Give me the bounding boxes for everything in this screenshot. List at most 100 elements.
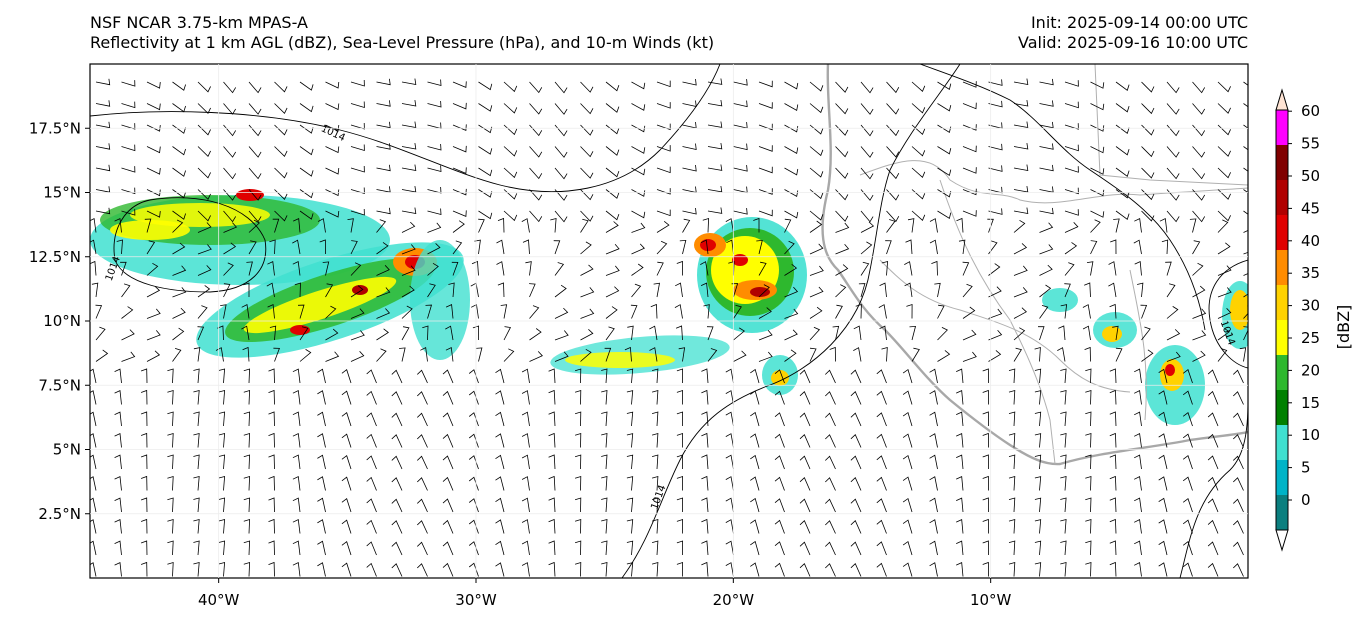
wind-barb [631,283,642,298]
wind-barb [962,261,970,276]
wind-barb [243,475,251,491]
wind-barb [1217,308,1232,319]
wind-barb [850,498,862,513]
wind-barb [651,497,659,513]
wind-barb [1013,347,1023,362]
wind-barb [809,81,824,92]
wind-barb [1166,306,1179,319]
wind-barb [292,518,301,534]
wind-barb [911,210,926,221]
wind-barb [1207,412,1219,427]
wind-barb [350,351,365,362]
wind-barb [268,540,275,556]
wind-barb [929,368,938,384]
wind-barb [495,433,505,448]
wind-barb [1060,561,1067,577]
wind-barb [902,519,913,534]
wind-barb [962,145,977,153]
wind-barb [292,475,301,491]
wind-barb [269,325,277,341]
wind-barb [700,282,709,298]
wind-barb [1166,167,1180,180]
wind-barb [475,347,483,362]
wind-barb [292,389,301,405]
wind-barb [675,325,683,341]
wind-barb [1060,454,1067,470]
wind-barb [471,303,479,319]
wind-barb [197,305,208,319]
wind-barb [272,218,280,233]
wind-barb [1141,167,1155,179]
wind-barb [341,412,352,427]
wind-barb [391,391,403,405]
wind-barb [784,349,797,362]
wind-barb [341,369,352,384]
wind-barb [656,102,671,109]
wind-barb [1166,103,1180,115]
wind-barb [885,240,892,255]
wind-barb [733,79,748,86]
wind-barb [1243,167,1248,172]
wind-barb [1233,477,1244,491]
wind-barb [1058,325,1066,341]
wind-barb [1057,347,1066,362]
wind-barb [982,454,989,470]
wind-barb [197,167,211,179]
wind-barb [1134,518,1142,534]
reflectivity-cell [700,239,716,251]
wind-barb [495,476,505,491]
wind-barb [774,433,785,448]
wind-barb [682,100,697,108]
wind-barb [886,146,900,158]
colorbar: 0 5 10 15 20 25 30 35 40 45 50 55 60 [1275,88,1320,552]
wind-barb [1243,326,1248,341]
wind-barb [929,476,938,491]
wind-barb [1192,262,1204,276]
wind-barb [248,189,262,201]
wind-barb [1109,518,1117,534]
wind-barb [1085,475,1092,491]
wind-barb [350,165,365,173]
wind-barb [167,561,174,577]
wind-barb [956,476,964,491]
wind-barb [1243,81,1248,86]
wind-barb [1060,368,1067,384]
wind-barb [902,390,913,405]
wind-barb [1217,146,1231,157]
wind-barb [1182,498,1193,513]
wind-barb [784,210,799,219]
wind-barb [495,497,505,513]
wind-barb [401,244,416,255]
wind-barb [758,188,773,195]
wind-barb [651,518,659,534]
wind-barb [956,454,964,470]
wind-barb [376,265,390,276]
wind-barb [758,166,773,174]
wind-barb [1158,562,1168,577]
wind-barb [701,497,709,513]
wind-barb [702,217,710,233]
wind-barb [580,348,592,362]
wind-barb [956,217,964,233]
wind-barb [1039,222,1054,233]
wind-barb [1159,217,1168,233]
wind-barb [758,123,773,131]
colorbar-tick-label: 15 [1301,394,1320,412]
wind-barb [218,475,226,491]
wind-barb [956,433,964,448]
wind-barb [876,498,887,513]
wind-barb [268,432,275,448]
wind-barb [1243,124,1248,129]
wind-barb [495,390,505,405]
wind-barb [956,411,964,427]
wind-barb [850,391,862,405]
wind-barb [725,433,734,448]
wind-barb [860,103,874,115]
wind-barb [988,350,1002,362]
wind-barb [725,411,734,427]
wind-barb [962,329,977,341]
wind-barb [299,146,314,156]
wind-barb [725,454,734,470]
wind-barb [121,166,136,173]
wind-barb [1243,210,1248,215]
